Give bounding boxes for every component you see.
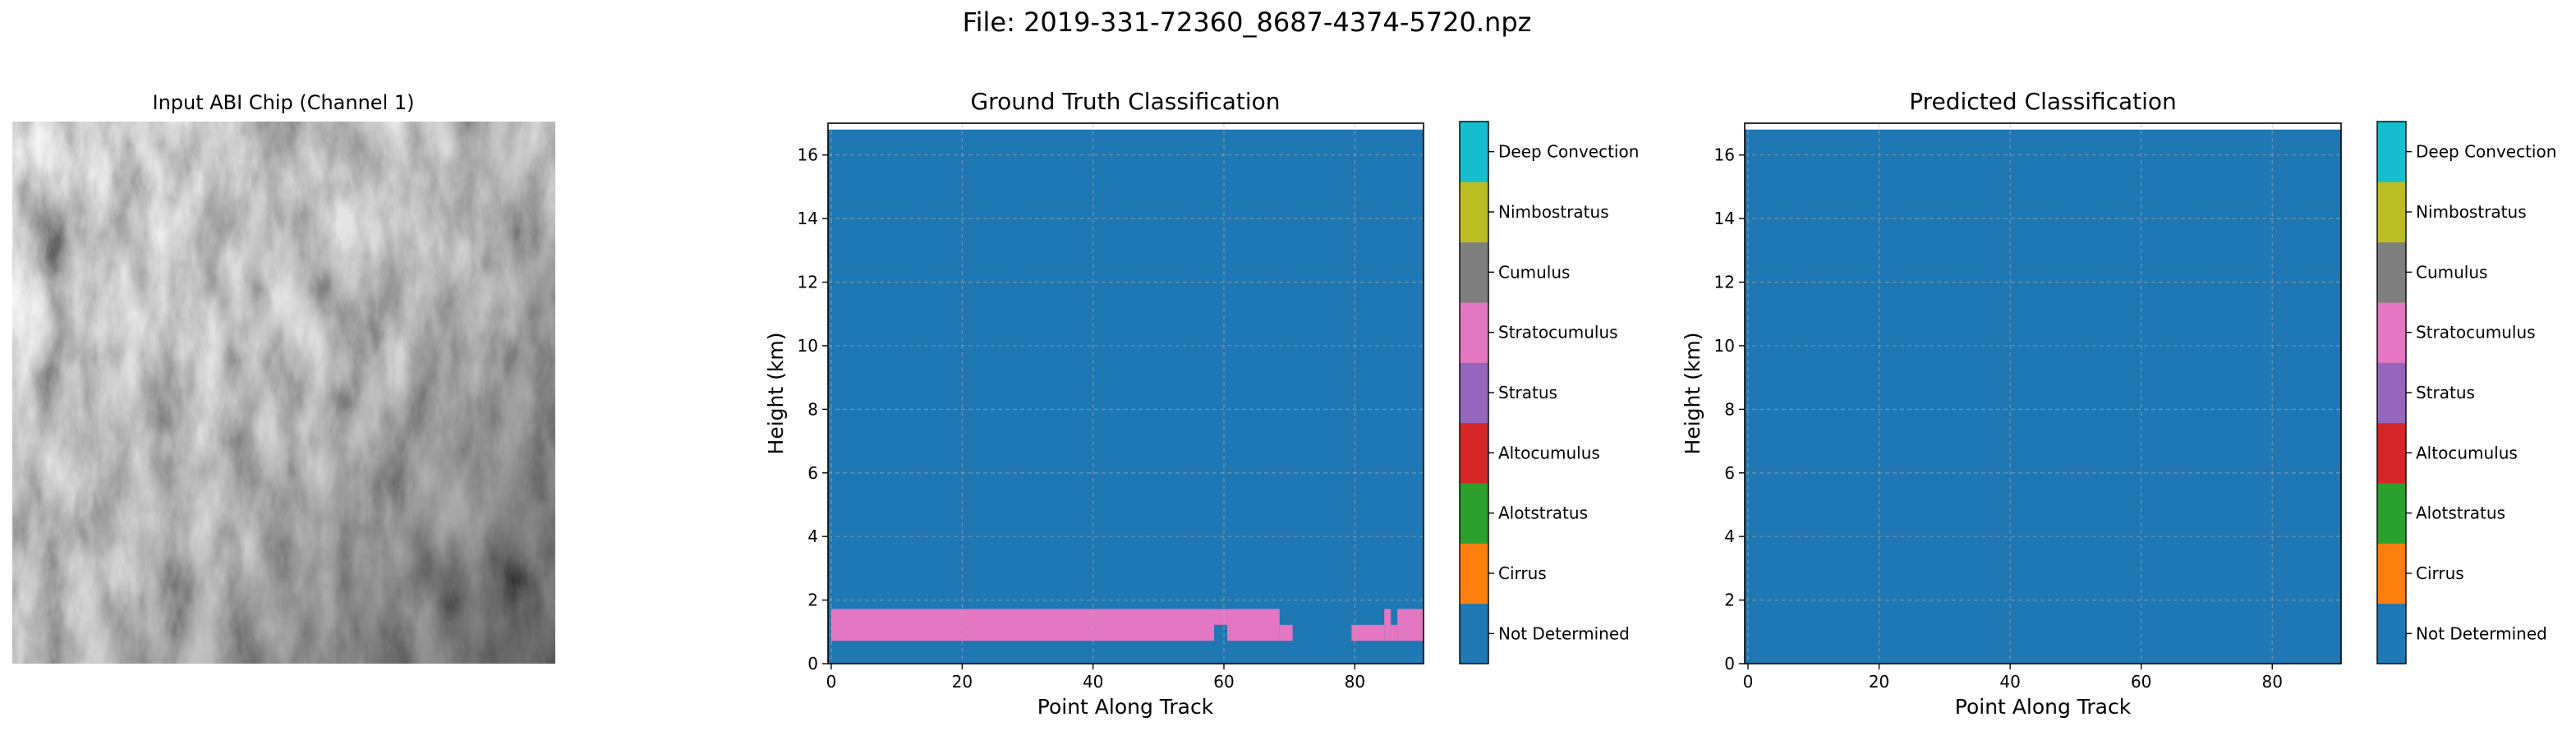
colorbar-swatch-1 bbox=[2377, 543, 2406, 605]
x-tick-label: 20 bbox=[952, 672, 973, 692]
abi-chip-shading bbox=[12, 122, 555, 664]
x-tick-label: 20 bbox=[1869, 672, 1889, 692]
ground-truth-panel: Ground Truth Classification Point Along … bbox=[764, 88, 1424, 719]
y-tick-label: 4 bbox=[1724, 526, 1735, 546]
heatmap-region-3 bbox=[1279, 624, 1293, 641]
abi-chip-panel: Input ABI Chip (Channel 1) bbox=[12, 91, 555, 664]
x-tick-label: 80 bbox=[2262, 672, 2283, 692]
y-tick-label: 0 bbox=[1724, 654, 1735, 674]
heatmap-region-5 bbox=[1384, 609, 1392, 641]
heatmap-region-1 bbox=[1214, 609, 1227, 625]
x-tick-label: 0 bbox=[1743, 672, 1754, 692]
colorbar-label: Deep Convection bbox=[1498, 142, 1639, 162]
colorbar-swatch-7 bbox=[1460, 182, 1488, 243]
colorbar-swatch-7 bbox=[2377, 182, 2406, 243]
colorbar-label: Stratus bbox=[1498, 383, 1557, 402]
ground-truth-colorbar: Not Determined Cirrus Alotstratus Altocumul… bbox=[1459, 121, 1639, 664]
heatmap-layer bbox=[828, 129, 1424, 664]
colorbar-label: Cumulus bbox=[2416, 262, 2487, 282]
heatmap-background-cells bbox=[828, 129, 1424, 664]
colorbar-label: Not Determined bbox=[2416, 623, 2547, 643]
x-tick-label: 40 bbox=[1999, 672, 2020, 692]
y-tick-label: 4 bbox=[807, 526, 818, 546]
colorbar-swatch-3 bbox=[2377, 422, 2406, 484]
colorbar-swatch-8 bbox=[1460, 122, 1488, 182]
y-tick-label: 8 bbox=[807, 399, 818, 419]
colorbar-swatch-4 bbox=[1460, 362, 1488, 424]
colorbar-label: Nimbostratus bbox=[1498, 202, 1609, 222]
colorbar-label: Deep Convection bbox=[2416, 142, 2556, 162]
colorbar-label: Stratus bbox=[2416, 383, 2475, 402]
predicted-title: Predicted Classification bbox=[1909, 88, 2177, 115]
colorbar-frame bbox=[2376, 121, 2407, 664]
colorbar-swatch-5 bbox=[2377, 302, 2406, 363]
y-tick-label: 16 bbox=[1714, 145, 1735, 165]
colorbar-swatch-6 bbox=[1460, 241, 1488, 303]
colorbar-label: Stratocumulus bbox=[1498, 323, 1618, 343]
heatmap-region-0 bbox=[830, 609, 1215, 641]
colorbar-swatch-0 bbox=[2377, 603, 2406, 664]
x-tick-label: 60 bbox=[1213, 672, 1234, 692]
heatmap-background-cells bbox=[1745, 129, 2341, 664]
predicted-xlabel: Point Along Track bbox=[1955, 695, 2132, 719]
y-tick-label: 10 bbox=[1714, 336, 1735, 356]
y-tick-label: 10 bbox=[798, 336, 818, 356]
heatmap-region-6 bbox=[1391, 624, 1398, 641]
colorbar-label: Nimbostratus bbox=[2416, 202, 2527, 222]
colorbar-label: Altocumulus bbox=[2416, 443, 2518, 462]
y-tick-label: 0 bbox=[807, 654, 818, 674]
heatmap-region-7 bbox=[1397, 609, 1424, 641]
ground-truth-ylabel: Height (km) bbox=[764, 333, 788, 455]
x-tick-label: 60 bbox=[2131, 672, 2151, 692]
x-tick-label: 40 bbox=[1083, 672, 1103, 692]
colorbar-swatch-4 bbox=[2377, 362, 2406, 424]
abi-chip-title: Input ABI Chip (Channel 1) bbox=[152, 91, 414, 114]
colorbar-label: Cirrus bbox=[1498, 563, 1547, 583]
ground-truth-xlabel: Point Along Track bbox=[1037, 695, 1214, 719]
colorbar-label: Altocumulus bbox=[1498, 443, 1600, 462]
axes-frame bbox=[1744, 122, 2342, 664]
colorbar-swatch-2 bbox=[1460, 483, 1488, 544]
colorbar-swatch-5 bbox=[1460, 302, 1488, 363]
colorbar-label: Cirrus bbox=[2416, 563, 2464, 583]
colorbar-label: Cumulus bbox=[1498, 262, 1570, 282]
y-tick-label: 2 bbox=[807, 591, 818, 610]
predicted-ylabel: Height (km) bbox=[1681, 333, 1704, 455]
heatmap-region-4 bbox=[1351, 624, 1385, 641]
heatmap-layer bbox=[1745, 129, 2341, 664]
colorbar-label: Not Determined bbox=[1498, 623, 1630, 643]
colorbar-label: Alotstratus bbox=[2416, 503, 2505, 523]
x-tick-label: 80 bbox=[1345, 672, 1365, 692]
colorbar-swatch-2 bbox=[2377, 483, 2406, 544]
y-tick-label: 8 bbox=[1724, 399, 1735, 419]
figure-suptitle: File: 2019-331-72360_8687-4374-5720.npz bbox=[963, 7, 1532, 38]
y-tick-label: 12 bbox=[798, 273, 818, 292]
colorbar-frame bbox=[1459, 121, 1489, 664]
predicted-colorbar: Not Determined Cirrus Alotstratus Altocumul… bbox=[2376, 121, 2556, 664]
y-tick-label: 14 bbox=[798, 209, 818, 228]
colorbar-label: Alotstratus bbox=[1498, 503, 1588, 523]
axes-frame bbox=[827, 122, 1424, 664]
colorbar-swatch-8 bbox=[2377, 122, 2406, 182]
y-tick-label: 16 bbox=[798, 145, 818, 165]
predicted-panel: Predicted Classification Point Along Tra… bbox=[1681, 88, 2342, 719]
ground-truth-title: Ground Truth Classification bbox=[970, 88, 1280, 115]
heatmap-region-2 bbox=[1226, 609, 1280, 641]
y-tick-label: 6 bbox=[1724, 463, 1735, 483]
colorbar-swatch-3 bbox=[1460, 422, 1488, 484]
x-tick-label: 0 bbox=[826, 672, 837, 692]
y-tick-label: 6 bbox=[807, 463, 818, 483]
y-tick-label: 2 bbox=[1724, 591, 1735, 610]
colorbar-label: Stratocumulus bbox=[2416, 323, 2536, 343]
colorbar-swatch-1 bbox=[1460, 543, 1488, 605]
y-tick-label: 14 bbox=[1714, 209, 1735, 228]
colorbar-swatch-6 bbox=[2377, 241, 2406, 303]
colorbar-swatch-0 bbox=[1460, 603, 1488, 664]
y-tick-label: 12 bbox=[1714, 273, 1735, 292]
